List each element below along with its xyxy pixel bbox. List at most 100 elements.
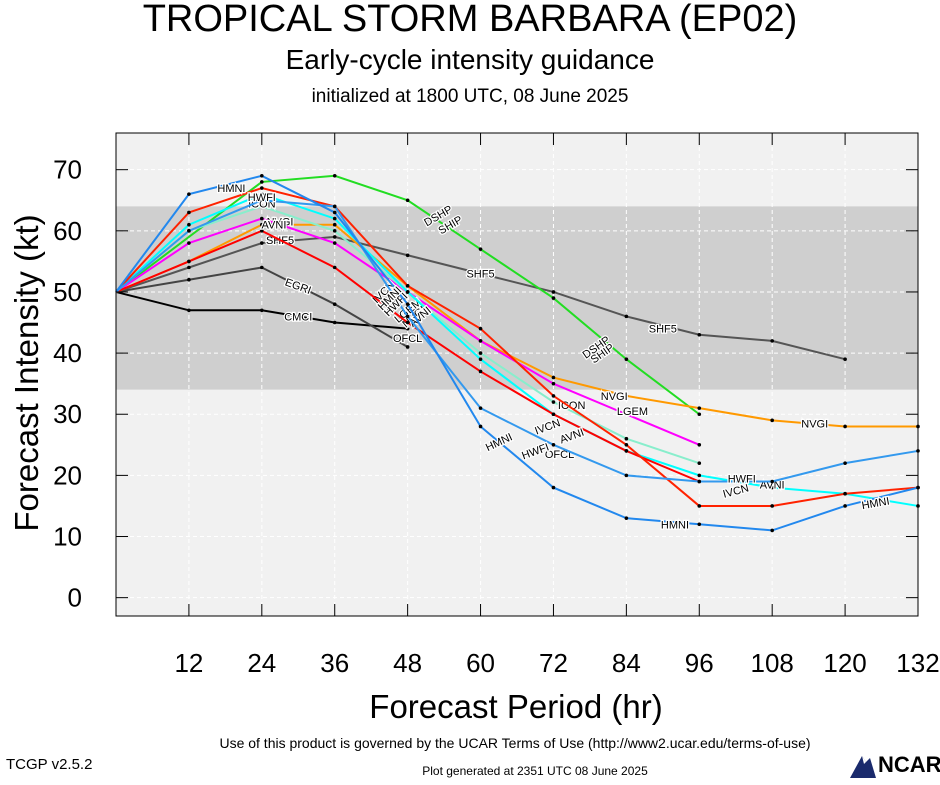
point-avni-108 [770,504,774,508]
point-avni-72 [551,394,556,398]
series-label-cmci: CMCI [284,311,312,323]
point-hmni-60 [478,424,483,429]
point-lgem-72 [551,381,556,386]
x-tick-label: 24 [247,648,276,678]
series-label-shf5: SHF5 [466,269,494,281]
point-icon-36 [332,229,337,233]
y-axis-label: Forecast Intensity (kt) [8,214,45,531]
series-label-avni: AVNI [262,220,287,232]
point-dshp-84 [624,357,629,362]
point-icon-60 [478,351,483,355]
y-tick-label: 40 [53,338,82,368]
series-line-hwfi [115,199,919,483]
point-shf5-108 [770,339,774,343]
point-icon-24 [260,204,264,209]
point-avni-12 [187,210,191,215]
point-ofcl-36 [332,265,337,270]
point-ivcn-108 [770,485,774,490]
point-icon-96 [697,461,702,465]
point-shf5-60 [478,271,483,276]
point-ivcn-96 [697,473,702,478]
series-label-nvgi: NVGI [601,391,628,403]
series-label-ofcl: OFCL [393,333,422,345]
point-dshp-72 [551,296,556,300]
point-lgem-36 [332,241,337,245]
series-label-hmni: HMNI [217,183,245,195]
point-hmni-48 [405,302,410,306]
ncar-logo-icon [850,756,876,778]
y-tick-label: 60 [53,216,82,246]
y-tick-label: 50 [53,277,82,307]
band-label-ts: TS [140,100,160,117]
point-lgem-84 [624,412,629,417]
point-cmci-12 [187,308,191,313]
point-ofcl-12 [187,259,191,264]
point-cmci-36 [332,320,337,325]
series-label-lgem: LGEM [617,406,648,418]
y-tick-label: 0 [68,583,82,613]
point-dshp-36 [332,173,337,178]
axes: 12 24 36 48 60 72 84 96 108 120 132 0 10 20 30 40 50 60 70 [53,132,940,678]
point-avni-48 [405,284,410,288]
point-nvgi-24 [260,222,264,227]
y-tick-label: 10 [53,522,82,552]
point-shf5-120 [843,357,847,362]
series-label-shf5: SHF5 [649,324,677,336]
x-tick-label: 84 [612,648,641,678]
point-egri-24 [260,265,264,270]
y-tick-label: 20 [53,460,82,490]
point-nvgi-120 [843,424,847,429]
point-shf5-72 [551,290,556,294]
point-ofcl-72 [551,412,556,417]
point-hwfi-60 [478,406,483,410]
point-shf5-48 [405,253,410,258]
plot-frame [115,132,919,617]
series-label-hmni: HMNI [661,519,689,531]
point-avni-96 [697,504,702,508]
point-lgem-60 [478,339,483,343]
point-avni-60 [478,326,483,331]
point-shf5-96 [697,332,702,337]
band-td [116,389,918,616]
point-hwfi-84 [624,473,629,478]
x-axis-label: Forecast Period (hr) [369,688,662,725]
series-label-nvgi: NVGI [801,418,828,430]
point-shf5-24 [260,241,264,245]
point-avni-120 [843,491,847,496]
x-tick-label: 72 [539,648,568,678]
point-lgem-12 [187,241,191,245]
x-tick-label: 60 [466,648,495,678]
ncar-logo-text: NCAR [878,752,940,777]
point-hmni-96 [697,522,702,527]
point-ofcl-60 [478,369,483,374]
point-ivcn-24 [260,192,264,196]
point-hmni-84 [624,516,629,520]
point-cmci-24 [260,308,264,313]
point-lgem-24 [260,216,264,221]
point-hwfi-96 [697,479,702,484]
point-shf5-84 [624,314,629,319]
point-ofcl-24 [260,229,264,233]
point-hwfi-36 [332,204,337,209]
point-nvgi-72 [551,375,556,380]
point-dshp-96 [697,412,702,417]
point-nvgi-84 [624,394,629,398]
point-egri-48 [405,345,410,349]
x-tick-label: 12 [174,648,203,678]
point-egri-12 [187,277,191,282]
point-hwfi-24 [260,198,264,203]
point-hwfi-48 [405,314,410,319]
point-lgem-96 [697,443,702,447]
point-ivcn-12 [187,222,191,227]
point-ivcn-60 [478,357,483,362]
x-tick-label: 108 [750,648,793,678]
init-time: initialized at 1800 UTC, 08 June 2025 [311,86,629,107]
plot-generated: Plot generated at 2351 UTC 08 June 2025 [422,764,648,778]
point-hmni-120 [843,504,847,508]
point-dshp-24 [260,180,264,184]
series-line-ivcn [115,193,919,507]
x-tick-label: 96 [685,648,714,678]
point-hmni-72 [551,485,556,490]
